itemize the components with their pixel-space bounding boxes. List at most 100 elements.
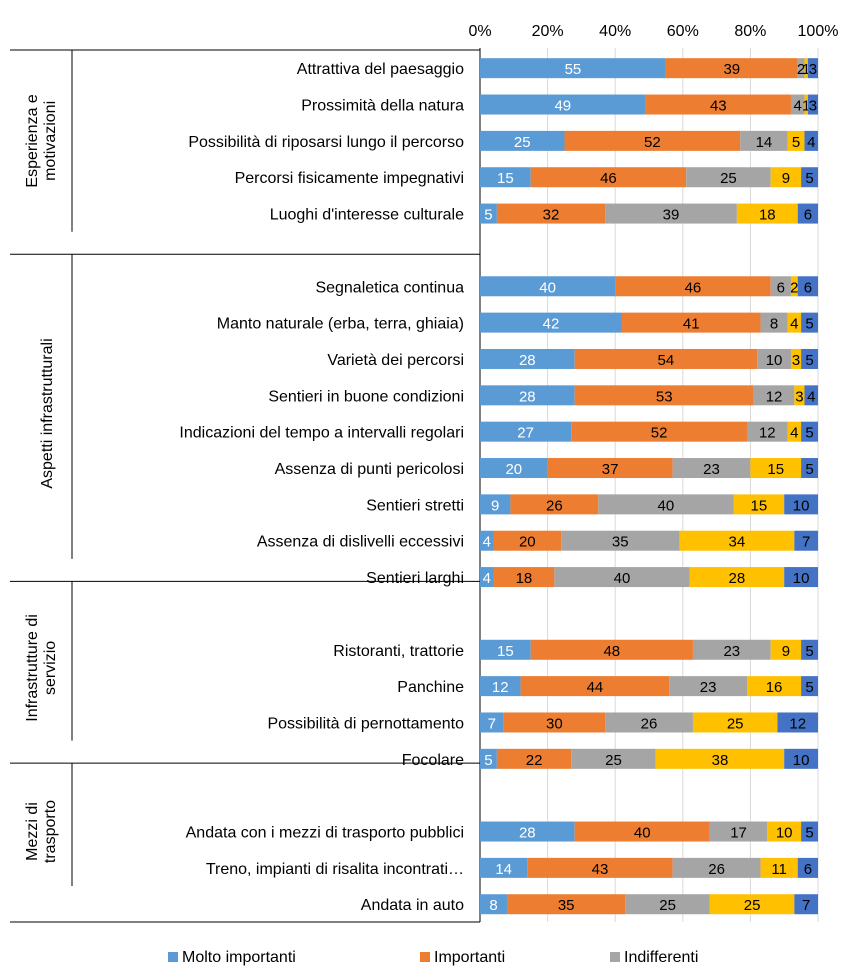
legend: Molto importanti Importanti Indifferenti <box>168 949 698 966</box>
data-label: 5 <box>484 207 492 224</box>
bar-segment <box>801 676 818 697</box>
bar-segment <box>615 276 771 297</box>
data-label: 1 <box>802 61 810 78</box>
data-label: 5 <box>805 643 813 660</box>
bar-segment <box>747 421 788 442</box>
data-label: 6 <box>804 861 812 878</box>
legend-label: Indifferenti <box>624 949 698 966</box>
data-label: 28 <box>519 825 536 842</box>
data-label: 7 <box>802 897 810 914</box>
data-label: 18 <box>516 570 533 587</box>
bar-segment <box>679 530 795 551</box>
category-label: Panchine <box>397 679 464 696</box>
bar-segment <box>480 530 494 551</box>
data-label: 54 <box>658 352 675 369</box>
bar-segment <box>480 130 565 151</box>
data-label: 11 <box>771 861 787 878</box>
data-label: 4 <box>807 134 815 151</box>
bar-segment <box>496 203 606 224</box>
data-label: 4 <box>794 98 802 115</box>
bar-segment <box>801 167 818 188</box>
category-label: Manto naturale (erba, terra, ghiaia) <box>217 316 464 333</box>
bar-segment <box>527 857 673 878</box>
bar-segment <box>787 312 802 333</box>
bar-segment <box>747 676 802 697</box>
data-label: 25 <box>727 715 744 732</box>
bar-segment <box>598 494 734 515</box>
data-label: 20 <box>519 534 536 551</box>
bar-segment <box>574 348 758 369</box>
bar-segment <box>801 348 818 369</box>
data-label: 5 <box>805 679 813 696</box>
bar-segment <box>692 712 778 733</box>
bar-segment <box>790 94 805 115</box>
data-label: 2 <box>790 279 798 296</box>
bar-segment <box>547 458 673 479</box>
data-label: 40 <box>614 570 631 587</box>
bar-segment <box>767 821 802 842</box>
data-label: 6 <box>804 207 812 224</box>
group-label-line: Esperienza e <box>24 94 41 187</box>
data-label: 46 <box>685 279 702 296</box>
category-labels: Attrattiva del paesaggio Prossimità della… <box>179 61 464 914</box>
data-label: 5 <box>805 425 813 442</box>
bar-segment <box>709 821 768 842</box>
bar-segment <box>784 494 818 515</box>
bar-segment <box>797 203 818 224</box>
data-label: 10 <box>793 752 810 769</box>
group-label-line: servizio <box>42 641 59 695</box>
category-label: Assenza di dislivelli eccessivi <box>257 534 464 551</box>
bar-segment <box>801 639 818 660</box>
data-label: 5 <box>792 134 800 151</box>
category-label: Luoghi d'interesse culturale <box>270 207 464 224</box>
x-tick-label: 20% <box>532 23 564 40</box>
x-tick-label: 0% <box>468 23 491 40</box>
data-label: 25 <box>744 897 761 914</box>
bar-segment <box>503 712 606 733</box>
data-label: 55 <box>565 61 582 78</box>
bar-segment <box>665 58 798 79</box>
data-label: 3 <box>809 61 817 78</box>
bar-segment <box>480 857 528 878</box>
data-label: 39 <box>663 207 680 224</box>
data-label: 5 <box>805 461 813 478</box>
bar-segment <box>480 58 666 79</box>
data-label: 8 <box>770 316 778 333</box>
bar-segment <box>554 567 690 588</box>
bar-segment <box>507 894 626 915</box>
data-label: 4 <box>483 570 491 587</box>
data-label: 27 <box>517 425 534 442</box>
data-label: 5 <box>484 752 492 769</box>
category-label: Sentieri larghi <box>366 570 464 587</box>
bar-segment <box>804 385 818 406</box>
category-label: Indicazioni del tempo a intervalli regol… <box>179 425 464 442</box>
data-label: 40 <box>634 825 651 842</box>
bar-segment <box>669 676 748 697</box>
data-label: 15 <box>497 170 514 187</box>
bar-segment <box>797 276 818 297</box>
bar-segment <box>530 639 693 660</box>
data-label: 53 <box>656 388 673 405</box>
data-label: 23 <box>723 643 740 660</box>
data-label: 23 <box>700 679 717 696</box>
legend-swatch <box>420 952 430 962</box>
bar-segment <box>740 130 788 151</box>
bar-segment <box>480 676 521 697</box>
group-label: Infrastrutture diservizio <box>24 614 59 722</box>
bar-segment <box>770 167 802 188</box>
bar-segment <box>801 312 818 333</box>
bar-segment <box>804 130 818 151</box>
x-tick-label: 100% <box>798 23 839 40</box>
data-label: 37 <box>602 461 619 478</box>
group-label: Aspetti infrastrutturali <box>39 338 56 488</box>
group-labels: Esperienza emotivazioni Aspetti infrastru… <box>24 94 59 863</box>
data-label: 12 <box>766 388 783 405</box>
data-label: 7 <box>802 534 810 551</box>
data-label: 4 <box>483 534 491 551</box>
bar-segment <box>571 421 748 442</box>
bar-segment <box>760 312 788 333</box>
data-label: 3 <box>792 352 800 369</box>
data-label: 5 <box>805 352 813 369</box>
bar-segment <box>574 385 754 406</box>
category-frame <box>10 48 481 923</box>
